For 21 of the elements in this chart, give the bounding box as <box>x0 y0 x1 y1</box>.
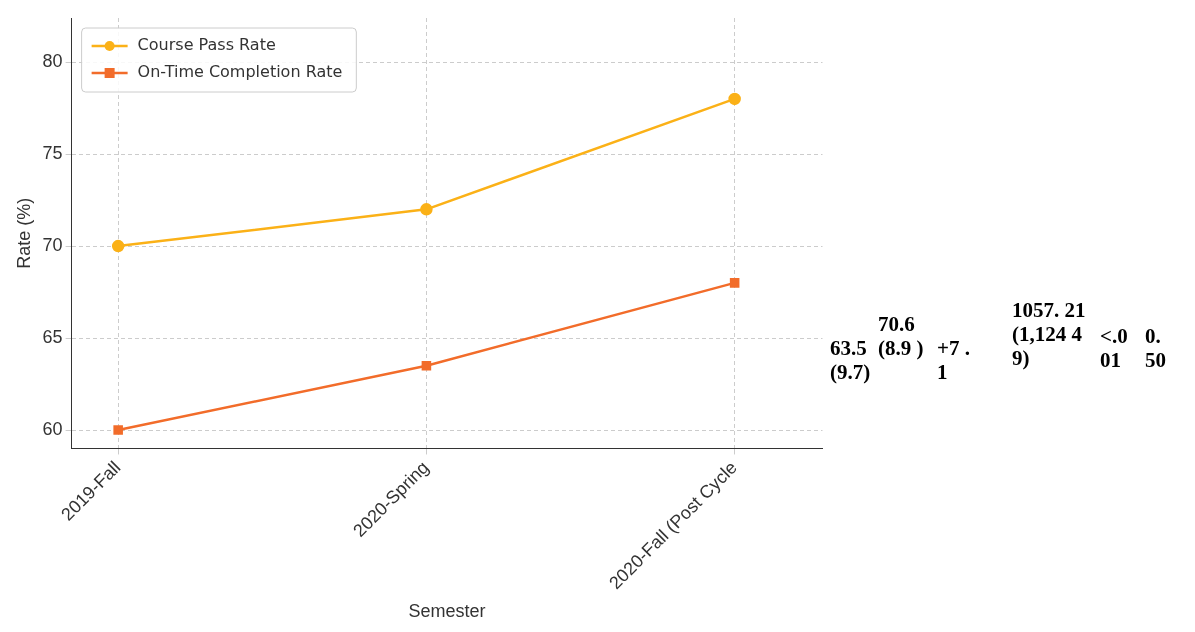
text: 70.6 (8.9 ) <box>878 312 925 360</box>
text: 0. 50 <box>1145 324 1167 372</box>
point <box>111 239 125 253</box>
y-tick-label: 70 <box>42 235 63 256</box>
point <box>729 278 740 288</box>
point <box>113 425 123 435</box>
legend-label: Course Pass Rate <box>137 35 276 55</box>
y-tick-label: 60 <box>42 419 63 440</box>
point <box>421 360 432 371</box>
text: 63.5 (9.7) <box>830 336 871 384</box>
point <box>420 203 433 216</box>
text: 1057. 21 (1,124 49) <box>1012 298 1087 370</box>
point <box>728 92 741 106</box>
x-axis-title: Semester <box>408 601 486 622</box>
text: +7 .1 <box>937 336 971 384</box>
text: <.0 01 <box>1100 324 1129 372</box>
y-tick-label: 75 <box>42 143 63 164</box>
y-axis-title: Rate (%) <box>13 197 34 269</box>
y-tick-label: 65 <box>42 327 63 348</box>
y-tick-label: 80 <box>42 51 63 72</box>
legend-label: On-Time Completion Rate <box>137 62 343 82</box>
